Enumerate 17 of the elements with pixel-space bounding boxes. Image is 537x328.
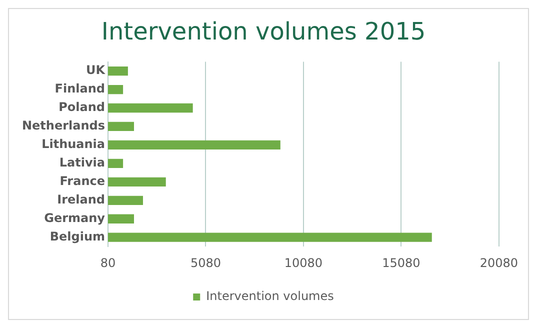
y-tick-label: Ireland <box>57 192 106 207</box>
x-tick-label: 80 <box>100 256 116 270</box>
x-tick-label: 15080 <box>382 256 420 270</box>
y-tick-label: Finland <box>54 82 106 96</box>
y-tick-label: Poland <box>58 100 106 114</box>
x-tick-label: 20080 <box>480 256 518 270</box>
y-tick-label: UK <box>86 63 106 78</box>
x-tick-label: 10080 <box>284 256 323 270</box>
x-tick-label: 5080 <box>190 256 222 270</box>
y-tick-label: France <box>60 174 106 188</box>
chart-title: Intervention volumes 2015 <box>101 18 426 46</box>
y-tick-label: Lativia <box>59 156 106 170</box>
legend-label: Intervention volumes <box>206 289 334 304</box>
y-tick-label: Belgium <box>50 229 106 244</box>
y-tick-label: Netherlands <box>22 118 106 133</box>
y-tick-label: Lithuania <box>42 137 106 152</box>
y-tick-label: Germany <box>44 211 106 226</box>
